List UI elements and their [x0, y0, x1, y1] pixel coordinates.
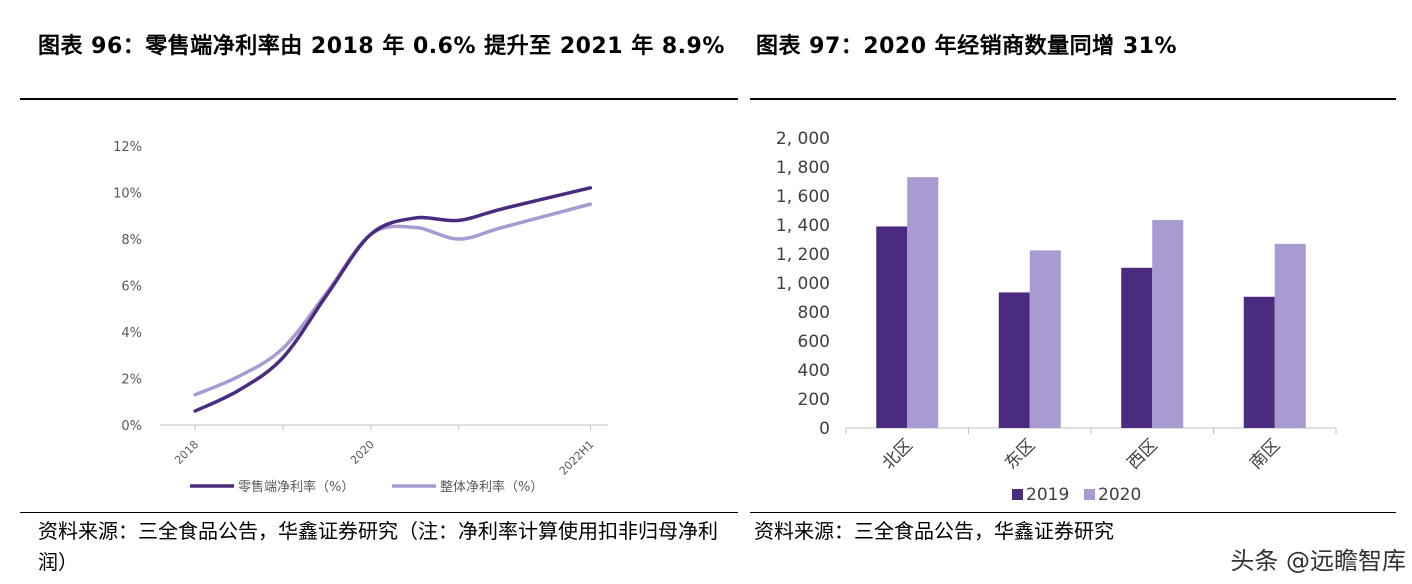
x-tick-label: 2020: [348, 438, 377, 467]
y-tick-label: 0: [819, 419, 830, 439]
y-tick-label: 800: [798, 303, 830, 323]
bar-2019: [1243, 296, 1275, 428]
y-tick-label: 1, 000: [776, 274, 830, 294]
y-tick-label: 0%: [121, 419, 142, 434]
y-tick-label: 400: [798, 361, 830, 381]
overall-net-margin-line: [193, 202, 593, 397]
legend-label: 2020: [1098, 485, 1141, 505]
bar-2019: [876, 226, 908, 428]
left-source-note: 资料来源：三全食品公告，华鑫证券研究（注：净利率计算使用扣非归母净利润）: [38, 519, 718, 574]
right-figure-panel: 图表 97：2020 年经销商数量同增 31% 0 200 400 600 800 1, …: [750, 0, 1412, 584]
y-tick-label: 1, 400: [776, 216, 830, 236]
right-source-note: 资料来源：三全食品公告，华鑫证券研究: [754, 519, 1114, 543]
left-title-rule: [20, 98, 738, 100]
legend-label: 2019: [1026, 485, 1069, 505]
legend-label: 整体净利率（%）: [440, 479, 543, 495]
y-tick-label: 8%: [121, 233, 142, 248]
net-margin-line-chart: 0% 2% 4% 6% 8% 10% 12% 2018 2020 2022H1 零售端净利率（%） 整…: [113, 140, 608, 495]
y-tick-label: 4%: [121, 326, 142, 341]
y-tick-label: 10%: [113, 187, 142, 202]
right-figure-title: 图表 97：2020 年经销商数量同增 31%: [756, 34, 1177, 59]
y-tick-label: 2%: [121, 373, 142, 388]
retail-net-margin-line: [193, 186, 593, 413]
bar-2020: [1274, 243, 1306, 428]
left-source-rule: [20, 512, 738, 513]
left-figure-title: 图表 96：零售端净利率由 2018 年 0.6% 提升至 2021 年 8.9…: [38, 34, 725, 59]
legend-label: 零售端净利率（%）: [238, 479, 354, 495]
y-tick-label: 1, 600: [776, 187, 830, 207]
y-tick-label: 200: [798, 390, 830, 410]
x-tick-label: 2022H1: [557, 438, 597, 478]
distributor-bar-chart: 0 200 400 600 800 1, 000 1, 200 1, 400 1, 600 1, …: [776, 129, 1337, 505]
x-tick-label: 西区: [1124, 435, 1162, 473]
y-tick-label: 1, 800: [776, 158, 830, 178]
x-tick-label: 南区: [1246, 435, 1284, 473]
right-source-rule: [750, 512, 1396, 513]
x-tick-label: 东区: [1001, 435, 1039, 473]
x-tick-label: 北区: [879, 435, 917, 473]
bar-2020: [1029, 250, 1061, 428]
watermark-logo: 头条 @远瞻智库: [1230, 547, 1406, 575]
left-figure-panel: 图表 96：零售端净利率由 2018 年 0.6% 提升至 2021 年 8.9…: [20, 34, 738, 574]
bar-2020: [907, 177, 939, 428]
y-tick-label: 2, 000: [776, 129, 830, 149]
y-tick-label: 600: [798, 332, 830, 352]
right-title-rule: [750, 98, 1396, 100]
y-tick-label: 6%: [121, 280, 142, 295]
y-tick-label: 12%: [113, 140, 142, 155]
bar-2019: [998, 292, 1030, 428]
legend-swatch: [1012, 489, 1023, 500]
bar-2019: [1121, 267, 1153, 428]
y-tick-label: 1, 200: [776, 245, 830, 265]
bar-2020: [1152, 219, 1184, 428]
legend-swatch: [1084, 489, 1095, 500]
x-tick-label: 2018: [172, 438, 201, 467]
